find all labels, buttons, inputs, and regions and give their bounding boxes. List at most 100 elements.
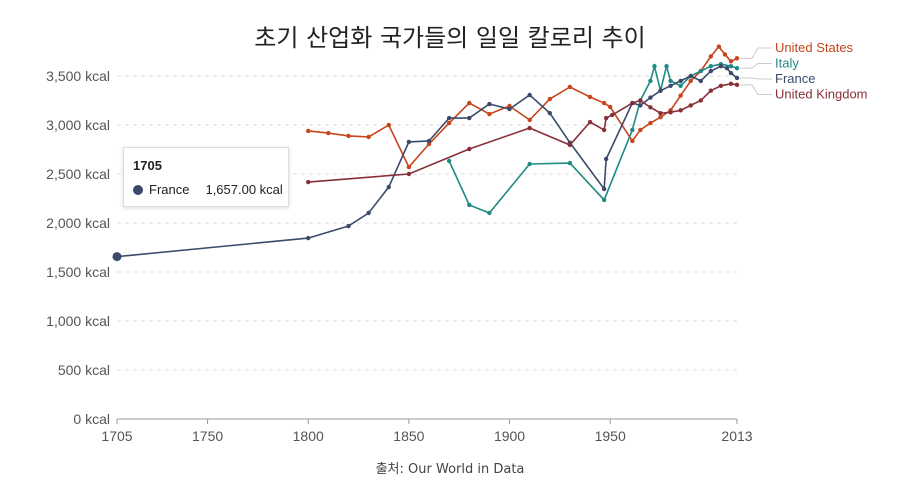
data-point: [366, 210, 371, 216]
legend-connector: [740, 63, 772, 69]
data-point: [567, 160, 573, 166]
data-point: [446, 120, 452, 126]
data-point: [716, 44, 722, 49]
data-point: [708, 63, 714, 69]
legend-label: United Kingdom: [775, 87, 868, 102]
data-point: [638, 127, 643, 133]
x-tick-label: 1950: [595, 428, 626, 444]
data-point: [668, 78, 673, 84]
data-point: [487, 101, 492, 107]
data-point: [446, 158, 452, 164]
data-point: [426, 138, 432, 144]
data-point: [487, 111, 492, 117]
data-point: [603, 115, 609, 121]
data-point: [547, 110, 552, 116]
y-tick-label: 1,000 kcal: [46, 313, 110, 329]
data-point: [648, 120, 653, 126]
x-tick-label: 1750: [192, 428, 223, 444]
tooltip-value: 1,657.00 kcal: [205, 182, 283, 197]
data-point: [306, 235, 311, 241]
data-point: [734, 56, 740, 61]
chart-title: 초기 산업화 국가들의 일일 칼로리 추이: [254, 24, 646, 52]
x-tick-label: 1900: [494, 428, 525, 444]
data-point: [678, 83, 683, 89]
data-point: [728, 63, 734, 69]
data-point: [446, 115, 452, 121]
legend-label: United States: [775, 40, 854, 55]
data-point: [306, 128, 311, 134]
data-point: [728, 70, 734, 76]
tooltip-row: France 1,657.00 kcal: [133, 182, 283, 197]
data-point: [601, 100, 607, 106]
data-point: [609, 112, 615, 118]
series-line-italy: [448, 63, 738, 214]
data-point: [467, 146, 472, 152]
data-point: [718, 83, 724, 89]
data-point: [630, 138, 635, 144]
data-point: [507, 103, 512, 109]
y-tick-label: 0 kcal: [73, 411, 110, 427]
data-point: [406, 164, 412, 170]
highlighted-point: [112, 252, 122, 262]
data-point: [630, 100, 635, 106]
data-point: [507, 106, 512, 112]
legend-connector: [740, 47, 772, 59]
data-point: [346, 223, 351, 229]
data-point: [718, 63, 724, 69]
data-point: [567, 142, 573, 148]
data-point: [426, 141, 432, 147]
data-point: [648, 78, 653, 84]
data-point: [658, 114, 663, 120]
data-point: [527, 92, 532, 98]
x-tick-label: 1705: [101, 428, 132, 444]
data-point: [658, 111, 663, 116]
data-point: [487, 210, 492, 216]
tooltip-series-name: France: [149, 182, 190, 197]
data-point: [648, 105, 653, 110]
data-point: [406, 139, 412, 145]
data-point: [728, 59, 734, 64]
data-point: [708, 54, 714, 59]
data-point: [587, 94, 593, 100]
data-point: [326, 130, 331, 136]
legend-label: France: [775, 71, 815, 86]
data-point: [527, 125, 532, 131]
data-point: [722, 52, 728, 57]
data-point: [728, 81, 734, 87]
data-point: [678, 78, 683, 84]
x-tick-label: 1800: [293, 428, 324, 444]
data-point: [601, 197, 607, 203]
data-point: [708, 68, 714, 74]
y-tick-label: 2,000 kcal: [46, 215, 110, 231]
data-point: [708, 88, 714, 93]
tooltip-series-dot: [133, 184, 143, 195]
data-point: [603, 156, 609, 162]
legend-connector: [740, 84, 772, 95]
data-point: [607, 104, 613, 110]
data-point: [406, 171, 412, 177]
x-tick-label: 2013: [721, 428, 752, 444]
data-point: [638, 103, 643, 108]
data-point: [366, 134, 371, 140]
data-point: [698, 78, 703, 84]
data-point: [547, 96, 552, 102]
data-point: [386, 122, 391, 128]
series-line-united-kingdom: [308, 83, 738, 183]
series-line-united-states: [308, 45, 738, 169]
data-point: [678, 93, 683, 98]
y-tick-label: 1,500 kcal: [46, 264, 110, 280]
data-point: [527, 117, 532, 123]
data-point: [664, 63, 669, 69]
data-point: [658, 88, 663, 93]
data-point: [734, 75, 740, 81]
legend-label: Italy: [775, 56, 799, 71]
data-point: [638, 98, 643, 103]
data-point: [346, 133, 351, 139]
y-tick-label: 3,000 kcal: [46, 117, 110, 133]
data-point: [527, 161, 532, 167]
y-tick-label: 3,500 kcal: [46, 68, 110, 84]
data-point: [724, 65, 730, 71]
tooltip: 1705 France 1,657.00 kcal: [123, 147, 289, 207]
data-point: [678, 108, 683, 113]
